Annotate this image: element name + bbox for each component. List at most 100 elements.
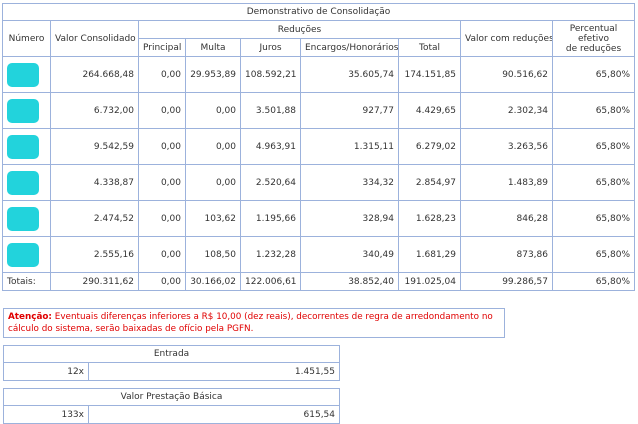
subheader: Encargos/Honorários xyxy=(300,38,399,57)
cell: 3.263,56 xyxy=(460,128,553,165)
installments: 12x xyxy=(3,362,89,381)
cell: 0,00 xyxy=(185,128,241,165)
cell: 1.195,66 xyxy=(240,200,301,237)
prestacao-table: Valor Prestação Básica 133x 615,54 xyxy=(2,388,341,424)
amount: 615,54 xyxy=(87,405,341,424)
redacted-blob xyxy=(7,62,39,87)
header: Percentual efetivo de reduções xyxy=(551,20,636,57)
cell: 65,80% xyxy=(551,236,636,273)
table-title: Demonstrativo de Consolidação xyxy=(1,3,636,21)
cell: 1.232,28 xyxy=(240,236,301,273)
cell: 2.474,52 xyxy=(50,200,139,237)
cell: 0,00 xyxy=(138,128,186,165)
row: Valor Prestação Básica xyxy=(2,388,341,406)
total-cell: 30.166,02 xyxy=(185,272,241,291)
redacted-blob xyxy=(7,206,39,231)
cell: 103,62 xyxy=(185,200,241,237)
cell: 0,00 xyxy=(138,164,186,201)
numero-cell xyxy=(2,128,51,165)
cell: 65,80% xyxy=(551,92,636,129)
cell: 174.151,85 xyxy=(398,56,461,93)
totals-label: Totais: xyxy=(2,272,51,291)
cell: 65,80% xyxy=(551,164,636,201)
subheader: Total xyxy=(398,38,461,57)
cell: 65,80% xyxy=(551,56,636,93)
cell: 0,00 xyxy=(138,56,186,93)
total-cell: 191.025,04 xyxy=(398,272,461,291)
data-row: 264.668,48 0,00 29.953,89 108.592,21 35.605,… xyxy=(2,56,636,93)
notice-label: Atenção: xyxy=(8,312,52,322)
installments: 133x xyxy=(3,405,89,424)
row: 133x 615,54 xyxy=(3,405,341,424)
header: Número xyxy=(2,20,51,57)
cell: 927,77 xyxy=(300,92,399,129)
numero-cell xyxy=(2,164,51,201)
cell: 3.501,88 xyxy=(240,92,301,129)
total-cell: 38.852,40 xyxy=(300,272,399,291)
cell: 1.681,29 xyxy=(398,236,461,273)
subheader-row: Principal Multa Juros Encargos/Honorários To… xyxy=(3,38,635,57)
entrada-table: Entrada 12x 1.451,55 xyxy=(3,345,340,381)
notice-text: Eventuais diferenças inferiores a R$ 10,… xyxy=(8,312,493,334)
total-cell: 122.006,61 xyxy=(240,272,301,291)
title-row: Demonstrativo de Consolidação xyxy=(1,3,636,21)
cell: 0,00 xyxy=(138,200,186,237)
consolidation-table: Demonstrativo de Consolidação Número Val… xyxy=(1,3,636,291)
data-row: 2.474,52 0,00 103,62 1.195,66 328,94 1.628,23… xyxy=(2,200,636,237)
data-row: 2.555,16 0,00 108,50 1.232,28 340,49 1.681,29… xyxy=(2,236,636,273)
numero-cell xyxy=(2,92,51,129)
cell: 2.854,97 xyxy=(398,164,461,201)
subheader: Juros xyxy=(240,38,301,57)
cell: 1.628,23 xyxy=(398,200,461,237)
redacted-blob xyxy=(7,242,39,267)
cell: 264.668,48 xyxy=(50,56,139,93)
numero-cell xyxy=(2,200,51,237)
cell: 0,00 xyxy=(185,92,241,129)
row: 12x 1.451,55 xyxy=(3,362,340,381)
totals-row: Totais: 290.311,62 0,00 30.166,02 122.006,61… xyxy=(2,272,636,291)
header-row: Número Valor Consolidado Reduções Valor … xyxy=(2,20,636,57)
prestacao-title: Valor Prestação Básica xyxy=(2,388,341,406)
cell: 4.429,65 xyxy=(398,92,461,129)
amount: 1.451,55 xyxy=(88,362,340,381)
cell: 90.516,62 xyxy=(460,56,553,93)
cell: 1.315,11 xyxy=(300,128,399,165)
total-cell: 290.311,62 xyxy=(50,272,139,291)
redacted-blob xyxy=(7,98,39,123)
cell: 2.520,64 xyxy=(240,164,301,201)
cell: 334,32 xyxy=(300,164,399,201)
cell: 2.555,16 xyxy=(50,236,139,273)
table-body: Demonstrativo de Consolidação Número Val… xyxy=(1,3,636,291)
row: Entrada xyxy=(3,345,340,363)
header: Valor Consolidado xyxy=(50,20,139,57)
cell: 35.605,74 xyxy=(300,56,399,93)
cell: 29.953,89 xyxy=(185,56,241,93)
redacted-blob xyxy=(7,134,39,159)
cell: 9.542,59 xyxy=(50,128,139,165)
notice: Atenção: Eventuais diferenças inferiores… xyxy=(3,308,505,338)
numero-cell xyxy=(2,56,51,93)
entrada-title: Entrada xyxy=(3,345,340,363)
cell: 0,00 xyxy=(185,164,241,201)
cell: 328,94 xyxy=(300,200,399,237)
total-cell: 99.286,57 xyxy=(460,272,553,291)
cell: 0,00 xyxy=(138,92,186,129)
cell: 4.963,91 xyxy=(240,128,301,165)
cell: 65,80% xyxy=(551,200,636,237)
cell: 0,00 xyxy=(138,236,186,273)
cell: 846,28 xyxy=(460,200,553,237)
cell: 108,50 xyxy=(185,236,241,273)
cell: 340,49 xyxy=(300,236,399,273)
cell: 6.732,00 xyxy=(50,92,139,129)
header: Reduções xyxy=(138,20,461,39)
redacted-blob xyxy=(7,170,39,195)
cell: 65,80% xyxy=(551,128,636,165)
data-row: 4.338,87 0,00 0,00 2.520,64 334,32 2.854,97 1.… xyxy=(2,164,636,201)
header: Valor com reduções xyxy=(460,20,553,57)
numero-cell xyxy=(2,236,51,273)
cell: 4.338,87 xyxy=(50,164,139,201)
subheader: Multa xyxy=(185,38,241,57)
cell: 2.302,34 xyxy=(460,92,553,129)
cell: 108.592,21 xyxy=(240,56,301,93)
cell: 1.483,89 xyxy=(460,164,553,201)
